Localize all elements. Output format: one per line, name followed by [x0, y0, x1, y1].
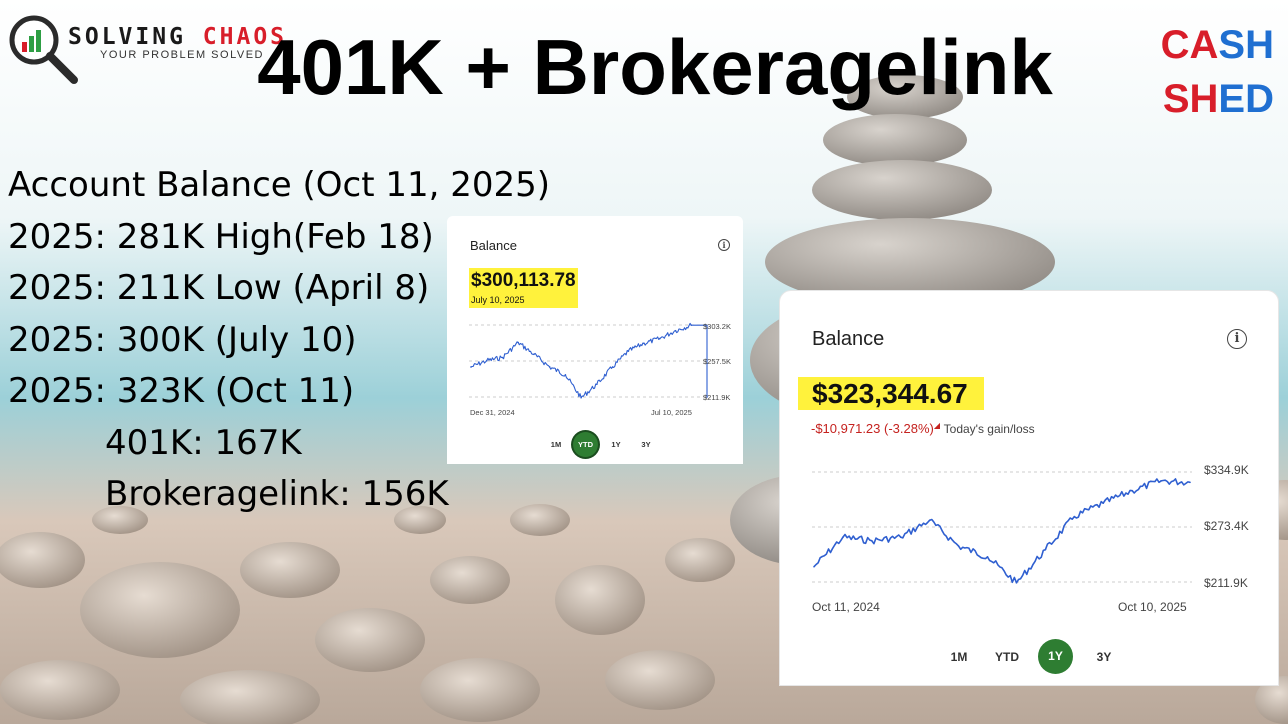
logo-wordmark: SOLVING CHAOS	[68, 24, 287, 50]
balance-series-line	[470, 322, 708, 399]
y-tick-top: $303.2K	[703, 322, 731, 331]
data-point	[690, 324, 693, 326]
range-button-ytd[interactable]: YTD	[995, 650, 1019, 664]
summary-line-high: 2025: 281K High(Feb 18)	[8, 216, 434, 257]
data-point	[580, 396, 582, 399]
y-tick-bottom: $211.9K	[1204, 576, 1248, 590]
data-point	[928, 519, 931, 522]
gain-loss-label: Today's gain/loss	[943, 422, 1035, 436]
data-point	[659, 337, 661, 340]
balance-line-chart	[812, 471, 1192, 584]
data-point	[1189, 481, 1191, 484]
y-tick-bottom: $211.9K	[703, 393, 731, 402]
data-point	[1044, 548, 1047, 551]
cash-shed-brand: CASH SHED	[1161, 18, 1274, 126]
range-button-1y[interactable]: 1Y	[611, 440, 621, 449]
range-button-1m[interactable]: 1M	[550, 440, 562, 449]
brand-shed-blue: ED	[1218, 77, 1274, 121]
summary-line-july: 2025: 300K (July 10)	[8, 319, 357, 360]
data-point	[899, 536, 902, 538]
data-point	[643, 342, 645, 345]
data-point	[674, 329, 677, 332]
balance-line-chart	[469, 322, 709, 399]
range-button-ytd[interactable]: YTD	[573, 432, 598, 457]
logo-tagline: YOUR PROBLEM SOLVED	[100, 49, 264, 61]
data-point	[470, 366, 472, 368]
data-point	[957, 545, 960, 547]
card-title: Balance	[812, 328, 885, 350]
x-label-end: Oct 10, 2025	[1118, 600, 1187, 614]
balance-card-1y: Balance i $323,344.67 -$10,971.23 (-3.28…	[779, 290, 1279, 686]
data-point	[485, 359, 488, 362]
y-tick-top: $334.9K	[1204, 463, 1249, 477]
balance-date: July 10, 2025	[471, 295, 525, 305]
data-point	[1015, 582, 1018, 584]
data-point	[706, 396, 708, 398]
account-summary: Account Balance (Oct 11, 2025) 2025: 281…	[8, 160, 550, 521]
range-button-1m[interactable]: 1M	[950, 650, 968, 664]
x-label-start: Oct 11, 2024	[812, 600, 880, 614]
x-label-end: Jul 10, 2025	[651, 408, 692, 417]
data-point	[1073, 515, 1076, 518]
data-point	[627, 350, 630, 352]
data-point	[517, 341, 519, 344]
summary-line-oct: 2025: 323K (Oct 11)	[8, 371, 355, 411]
brand-shed-red: SH	[1162, 77, 1219, 121]
info-icon[interactable]: i	[718, 239, 730, 251]
solving-chaos-logo: SOLVING CHAOS YOUR PROBLEM SOLVED	[6, 12, 306, 84]
logo-word-chaos: CHAOS	[202, 24, 288, 50]
balance-amount: $323,344.67	[798, 377, 984, 410]
range-button-3y[interactable]: 3Y	[1096, 650, 1112, 664]
y-tick-mid: $273.4K	[1204, 519, 1249, 533]
y-tick-mid: $257.5K	[703, 357, 731, 366]
summary-line-low: 2025: 211K Low (April 8)	[8, 268, 430, 308]
data-point	[986, 556, 989, 558]
card-title: Balance	[470, 238, 517, 253]
magnifier-chart-icon	[9, 15, 78, 84]
todays-gain-loss: -$10,971.23 (-3.28%)◢ Today's gain/loss	[811, 421, 1035, 436]
brand-cash-red: CA	[1160, 23, 1219, 67]
brand-cash-blue: SH	[1218, 23, 1274, 67]
data-point	[1160, 480, 1162, 482]
gain-marker-icon: ◢	[933, 421, 941, 430]
summary-line-balance: Account Balance (Oct 11, 2025)	[8, 165, 551, 205]
balance-amount-value: $300,113.78	[471, 270, 576, 291]
data-point	[533, 353, 535, 356]
gain-loss-value: -$10,971.23 (-3.28%)	[811, 421, 934, 436]
data-point	[564, 374, 567, 376]
data-point	[501, 356, 504, 359]
logo-word-solving: SOLVING	[68, 24, 186, 50]
summary-line-401k: 401K: 167K	[105, 422, 302, 463]
balance-card-ytd: Balance i $300,113.78 July 10, 2025 $303…	[447, 216, 743, 464]
summary-line-brokeragelink: Brokeragelink: 156K	[105, 474, 449, 514]
data-point	[611, 366, 614, 368]
page-title: 401K + Brokeragelink	[257, 23, 1053, 111]
info-icon[interactable]: i	[1227, 329, 1247, 349]
range-button-3y[interactable]: 3Y	[641, 440, 651, 449]
data-point	[871, 539, 873, 542]
data-point	[813, 565, 815, 568]
balance-series-line	[813, 478, 1191, 584]
data-point	[1131, 489, 1133, 492]
data-point	[548, 366, 551, 368]
range-button-1y[interactable]: 1Y	[1038, 639, 1073, 674]
data-point	[596, 383, 598, 386]
x-label-start: Dec 31, 2024	[470, 408, 515, 417]
data-point	[1102, 502, 1105, 505]
balance-amount: $300,113.78 July 10, 2025	[469, 268, 578, 308]
data-point	[842, 536, 844, 538]
